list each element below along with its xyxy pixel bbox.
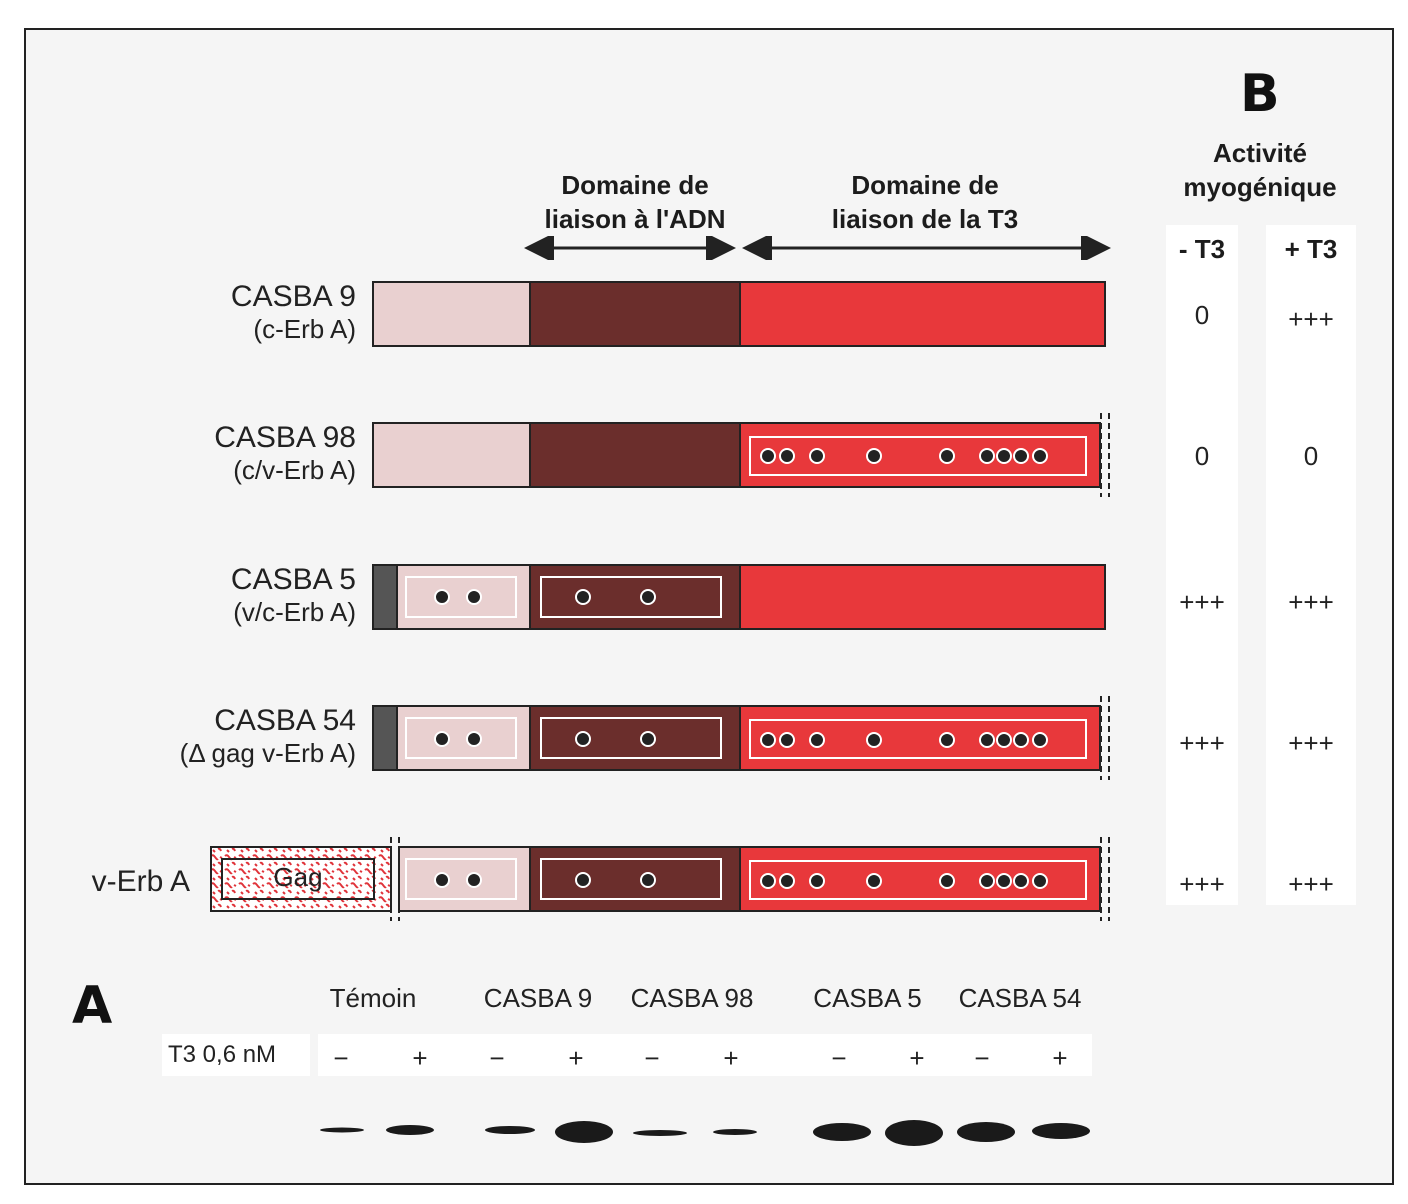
dna-binding-domain-label: Domaine de liaison à l'ADN [544,170,726,234]
blot-band-2 [485,1126,535,1134]
blot-band-6 [813,1123,871,1141]
activity-col-minus-bg [1166,225,1238,905]
construct-name-4: v-Erb A [91,865,190,898]
domain-arrows [524,236,1111,260]
activity-plus-3: +++ [1288,728,1334,758]
construct-sub-3: (Δ gag v-Erb A) [179,738,356,768]
activity-plus-0: +++ [1288,304,1334,334]
blot-band-3 [555,1121,613,1143]
blot-band-5 [713,1129,757,1135]
western-blot [320,1120,1090,1146]
activity-minus-0: 0 [1194,300,1210,330]
activity-plus-2: +++ [1288,587,1334,617]
panel-label-a: A [72,976,113,1036]
treatment-signs-bg [318,1034,1092,1076]
construct-name-1: CASBA 98 [214,421,356,454]
t3-binding-domain-label: Domaine de liaison de la T3 [831,170,1019,234]
sign-0: − [333,1043,349,1073]
blot-band-7 [885,1120,943,1146]
construct-bar-casba9 [372,281,1106,347]
construct-bar-verba [210,837,1110,921]
lane-label-casba98: CASBA 98 [630,983,754,1013]
treatment-label: T3 0,6 nM [168,1041,277,1068]
construct-sub-0: (c-Erb A) [253,314,356,344]
construct-bar-casba98 [372,413,1110,497]
sign-6: − [831,1043,847,1073]
sign-4: − [644,1043,660,1073]
construct-sub-2: (v/c-Erb A) [233,597,356,627]
blot-band-0 [320,1127,364,1133]
blot-band-8 [957,1122,1015,1142]
lane-label-temoin: Témoin [329,983,417,1013]
construct-bar-casba5 [372,564,1106,630]
gag-label: Gag [273,862,323,892]
sign-8: − [974,1043,990,1073]
activity-minus-2: +++ [1179,587,1225,617]
activity-col-plus-header: + T3 [1284,234,1338,264]
sign-3: + [568,1043,584,1073]
lane-label-casba9: CASBA 9 [483,983,593,1013]
sign-1: + [412,1043,428,1073]
blot-band-9 [1032,1123,1090,1139]
sign-9: + [1052,1043,1068,1073]
lane-label-casba5: CASBA 5 [813,983,922,1013]
activity-minus-4: +++ [1179,869,1225,899]
activity-plus-1: 0 [1303,441,1319,471]
lane-label-casba54: CASBA 54 [958,983,1082,1013]
construct-name-0: CASBA 9 [230,280,356,313]
sign-7: + [909,1043,925,1073]
activity-col-minus-header: - T3 [1178,234,1226,264]
treatment-label-bg [162,1034,310,1076]
activity-title: Activité myogénique [1183,138,1337,202]
construct-bars [210,281,1110,921]
activity-col-plus-bg [1266,225,1356,905]
activity-minus-1: 0 [1194,441,1210,471]
sign-5: + [723,1043,739,1073]
sign-2: − [489,1043,505,1073]
activity-plus-4: +++ [1288,869,1334,899]
blot-band-1 [386,1125,434,1135]
activity-minus-3: +++ [1179,728,1225,758]
construct-name-2: CASBA 5 [230,563,356,596]
blot-band-4 [633,1130,687,1136]
construct-name-3: CASBA 54 [214,704,356,737]
construct-bar-casba54 [372,696,1110,780]
construct-sub-1: (c/v-Erb A) [233,455,356,485]
panel-label-b: B [1240,64,1280,124]
